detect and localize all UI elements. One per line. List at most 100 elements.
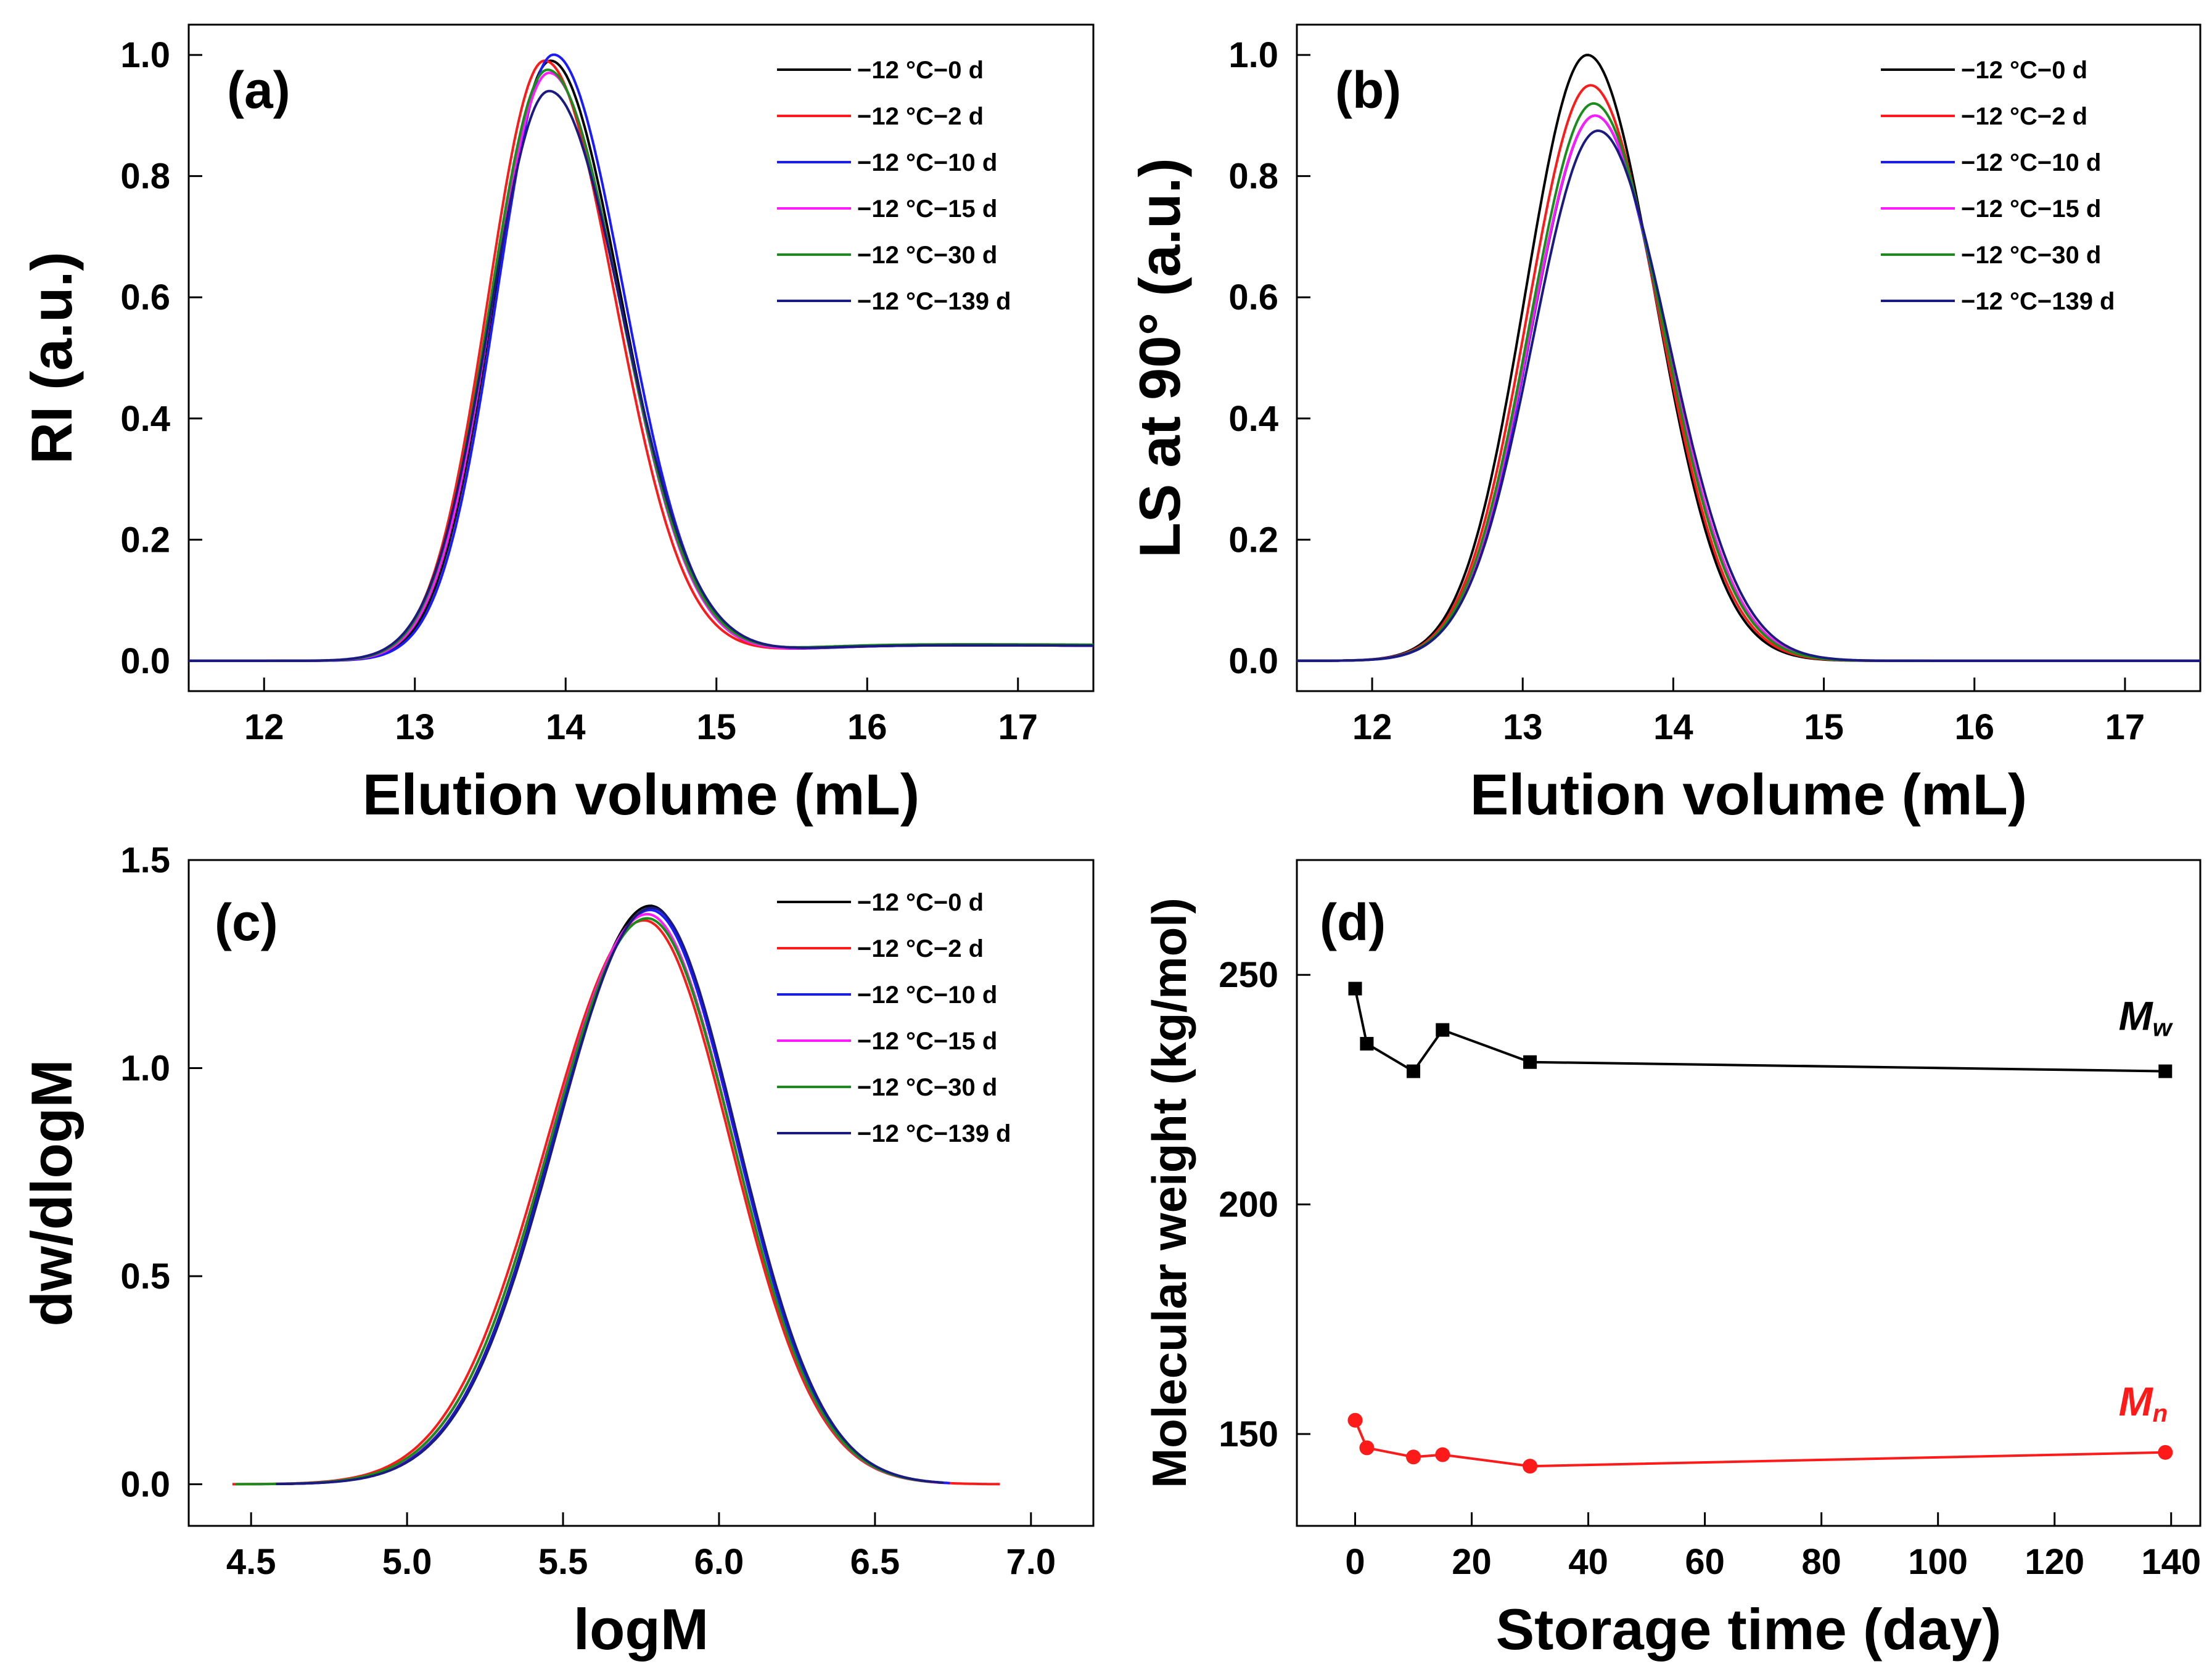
x-tick-label: 80 <box>1801 1542 1841 1582</box>
x-tick-label: 40 <box>1568 1542 1608 1582</box>
legend-label: −12 °C−30 d <box>857 242 997 269</box>
panel-label: (a) <box>227 61 290 119</box>
series-label: Mn <box>2119 1379 2168 1427</box>
x-tick-label: 17 <box>998 707 1038 747</box>
x-tick-label: 17 <box>2105 707 2145 747</box>
series-line <box>1354 988 2166 1073</box>
plot-area <box>1297 54 2200 662</box>
legend-label: −12 °C−10 d <box>1961 149 2101 176</box>
y-tick-label: 1.0 <box>1228 35 1278 75</box>
legend-label: −12 °C−2 d <box>857 935 984 962</box>
data-point <box>1407 1064 1421 1078</box>
x-tick-label: 14 <box>1653 707 1693 747</box>
series-label-main: M <box>2119 993 2154 1039</box>
panel-1: 12 13 14 15 16 17 0.0 0.2 0.4 0.6 0.8 1.0 Elution vo… <box>19 23 1095 827</box>
legend-label: −12 °C−2 d <box>1961 103 2087 130</box>
series-line <box>276 906 944 1486</box>
y-tick-label: 0.5 <box>120 1256 170 1297</box>
y-tick-label: 0.8 <box>1228 157 1278 197</box>
x-tick-label: 20 <box>1452 1542 1492 1582</box>
x-tick-label: 5.0 <box>382 1542 432 1582</box>
legend-label: −12 °C−139 d <box>857 1120 1011 1147</box>
legend-label: −12 °C−139 d <box>857 288 1011 315</box>
series-label-subscript: n <box>2153 1400 2168 1427</box>
legend-label: −12 °C−15 d <box>857 1028 997 1055</box>
y-tick-label: 0.4 <box>1228 399 1278 439</box>
y-axis-title: Molecular weight (kg/mol) <box>1142 898 1196 1488</box>
panel-label: (d) <box>1320 893 1386 951</box>
legend-label: −12 °C−15 d <box>857 195 997 223</box>
data-point <box>1523 1459 1538 1474</box>
y-tick-label: 0.8 <box>120 157 170 197</box>
x-tick-label: 140 <box>2141 1542 2201 1582</box>
plot-frame <box>187 23 1095 692</box>
x-tick-label: 16 <box>1954 707 1994 747</box>
legend-label: −12 °C−2 d <box>857 103 984 130</box>
x-tick-label: 4.5 <box>226 1542 276 1582</box>
legend-label: −12 °C−30 d <box>1961 242 2101 269</box>
legend-label: −12 °C−30 d <box>857 1074 997 1101</box>
panel-4: 0 20 40 60 80 100 120 140 150 200 250 Storage time … <box>1142 859 2202 1662</box>
legend-label: −12 °C−10 d <box>857 149 997 176</box>
x-tick-label: 120 <box>2025 1542 2084 1582</box>
plot-frame <box>1296 859 2202 1527</box>
y-axis-title: RI (a.u.) <box>19 252 84 464</box>
plot-frame <box>187 859 1095 1527</box>
y-tick-label: 200 <box>1219 1185 1278 1225</box>
panel-label: (c) <box>215 893 278 951</box>
x-tick-label: 13 <box>395 707 435 747</box>
plot-area <box>189 53 1093 662</box>
x-tick-label: 13 <box>1503 707 1543 747</box>
legend-label: −12 °C−0 d <box>1961 57 2087 84</box>
y-tick-label: 1.5 <box>120 840 170 880</box>
legend-label: −12 °C−0 d <box>857 57 984 84</box>
plot-area <box>232 904 1000 1486</box>
panel-2: 12 13 14 15 16 17 0.0 0.2 0.4 0.6 0.8 1.0 Elution vo… <box>1127 23 2202 827</box>
y-tick-label: 1.0 <box>120 1049 170 1089</box>
series-line <box>1297 129 2200 662</box>
x-tick-label: 12 <box>244 707 284 747</box>
y-tick-label: 250 <box>1219 955 1278 995</box>
legend-label: −12 °C−15 d <box>1961 195 2101 223</box>
series-line <box>189 89 1093 662</box>
series-label: Mw <box>2119 993 2174 1042</box>
legend: −12 °C−0 d −12 °C−2 d −12 °C−10 d −12 °C−15… <box>777 889 1011 1147</box>
data-point <box>1523 1055 1537 1069</box>
data-point <box>1359 1440 1375 1456</box>
y-axis-title: dw/dlogM <box>19 1059 84 1326</box>
legend-label: −12 °C−139 d <box>1961 288 2115 315</box>
data-point <box>1436 1023 1450 1037</box>
data-point <box>1360 1036 1374 1051</box>
y-tick-label: 0.0 <box>120 1465 170 1505</box>
x-tick-label: 6.5 <box>850 1542 900 1582</box>
legend: −12 °C−0 d −12 °C−2 d −12 °C−10 d −12 °C−15… <box>777 57 1011 315</box>
data-point <box>1406 1449 1421 1465</box>
x-tick-label: 100 <box>1908 1542 1968 1582</box>
x-tick-label: 16 <box>847 707 887 747</box>
x-tick-label: 60 <box>1685 1542 1725 1582</box>
y-tick-label: 0.0 <box>120 641 170 681</box>
y-tick-label: 0.2 <box>1228 520 1278 560</box>
x-tick-label: 15 <box>1804 707 1844 747</box>
x-tick-label: 14 <box>546 707 586 747</box>
y-tick-label: 0.6 <box>120 277 170 318</box>
data-point <box>1347 1412 1363 1428</box>
plot-frame <box>1296 23 2202 692</box>
plot-area <box>1347 981 2173 1474</box>
x-tick-label: 6.0 <box>694 1542 744 1582</box>
data-point <box>1348 981 1362 996</box>
x-tick-label: 5.5 <box>538 1542 588 1582</box>
x-tick-label: 7.0 <box>1006 1542 1056 1582</box>
y-tick-label: 0.6 <box>1228 277 1278 318</box>
x-axis-title: Storage time (day) <box>1495 1597 2001 1662</box>
y-tick-label: 0.2 <box>120 520 170 560</box>
x-axis-title: Elution volume (mL) <box>1470 762 2027 827</box>
series-label-main: M <box>2119 1379 2154 1424</box>
x-tick-label: 15 <box>696 707 736 747</box>
x-axis-title: Elution volume (mL) <box>363 762 919 827</box>
legend-label: −12 °C−10 d <box>857 981 997 1009</box>
data-point <box>2158 1064 2173 1078</box>
data-point <box>1435 1447 1450 1462</box>
